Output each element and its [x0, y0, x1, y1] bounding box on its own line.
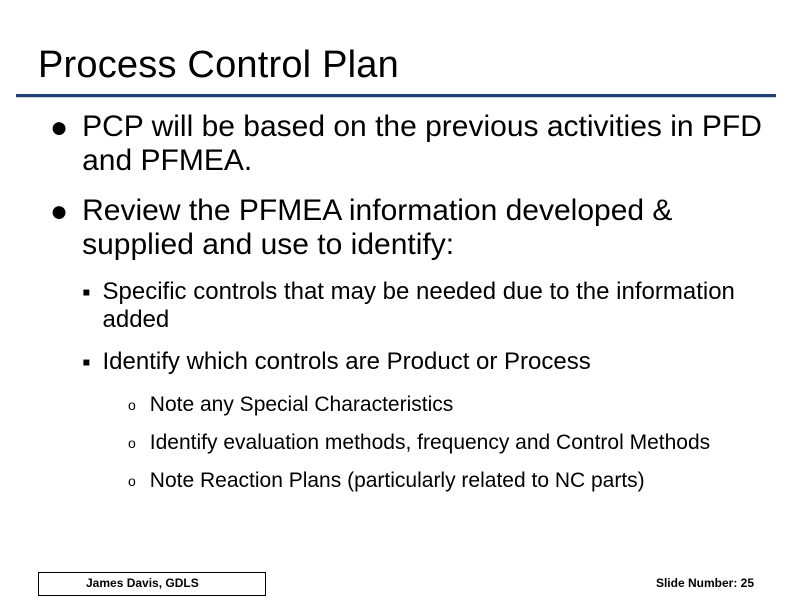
bullet-level1: ● PCP will be based on the previous acti… — [50, 110, 762, 178]
bullet-text: Review the PFMEA information developed &… — [82, 194, 762, 262]
slide-title: Process Control Plan — [38, 44, 399, 87]
bullet-text: Note Reaction Plans (particularly relate… — [150, 468, 645, 494]
title-divider-shadow — [16, 97, 776, 98]
bullet-dot-icon: ● — [50, 110, 68, 178]
bullet-text: PCP will be based on the previous activi… — [82, 110, 762, 178]
bullet-level2: ▪ Specific controls that may be needed d… — [82, 278, 762, 334]
bullet-square-icon: ▪ — [82, 348, 91, 378]
bullet-text: Identify which controls are Product or P… — [103, 348, 591, 378]
bullet-text: Note any Special Characteristics — [150, 392, 453, 418]
bullet-level3: o Note Reaction Plans (particularly rela… — [128, 468, 762, 494]
footer-page-number: Slide Number: 25 — [656, 576, 754, 590]
bullet-o-icon: o — [128, 468, 136, 494]
bullet-level3: o Identify evaluation methods, frequency… — [128, 430, 762, 456]
bullet-text: Identify evaluation methods, frequency a… — [150, 430, 710, 456]
bullet-square-icon: ▪ — [82, 278, 91, 334]
slide-footer: James Davis, GDLS Slide Number: 25 — [38, 576, 754, 590]
bullet-level1: ● Review the PFMEA information developed… — [50, 194, 762, 262]
bullet-level3: o Note any Special Characteristics — [128, 392, 762, 418]
bullet-text: Specific controls that may be needed due… — [103, 278, 762, 334]
slide-body: ● PCP will be based on the previous acti… — [50, 110, 762, 506]
bullet-o-icon: o — [128, 392, 136, 418]
bullet-o-icon: o — [128, 430, 136, 456]
footer-author: James Davis, GDLS — [86, 576, 199, 590]
bullet-dot-icon: ● — [50, 194, 68, 262]
bullet-level2: ▪ Identify which controls are Product or… — [82, 348, 762, 378]
